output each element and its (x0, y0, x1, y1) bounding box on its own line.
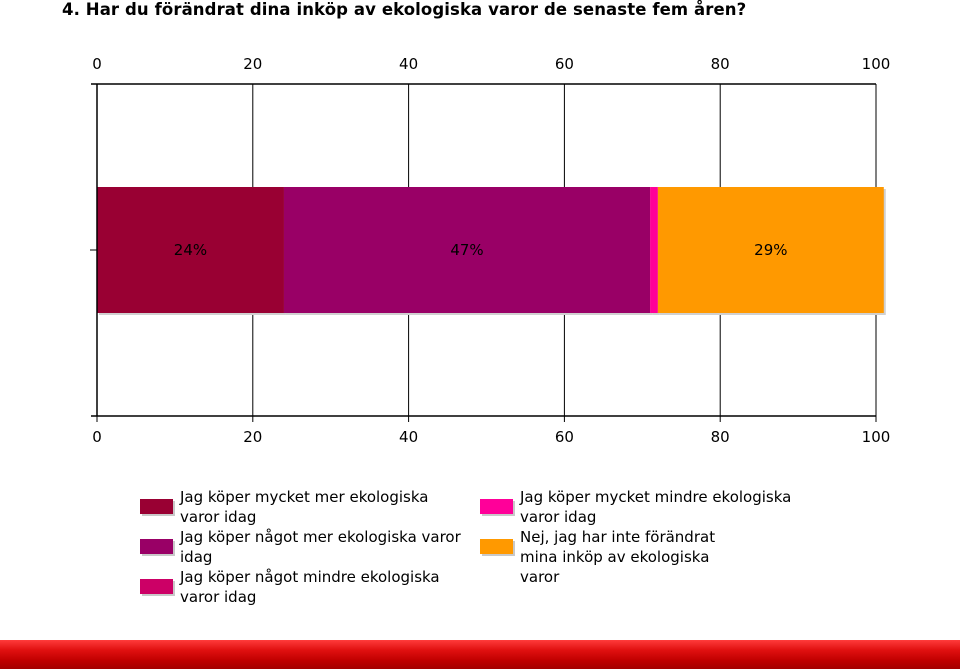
x-tick-label-top: 20 (243, 55, 262, 73)
x-tick-label-top: 60 (555, 55, 574, 73)
x-tick-label-bottom: 100 (862, 428, 891, 446)
x-tick-label-top: 100 (862, 55, 891, 73)
chart-title: 4. Har du förändrat dina inköp av ekolog… (62, 0, 747, 19)
data-label: 24% (174, 241, 207, 259)
legend-label: Nej, jag har inte förändrat mina inköp a… (520, 528, 716, 586)
legend-swatch (480, 499, 513, 514)
x-tick-label-bottom: 20 (243, 428, 262, 446)
legend-label: Jag köper mycket mindre ekologiska varor… (520, 488, 792, 526)
legend-swatch (480, 539, 513, 554)
x-tick-label-bottom: 80 (711, 428, 730, 446)
top-tick-labels: 0 20 40 60 80 100 (92, 55, 890, 73)
bar-segment (283, 187, 651, 313)
legend-label: Jag köper mycket mer ekologiska varor id… (180, 488, 429, 526)
x-tick-label-bottom: 40 (399, 428, 418, 446)
legend-label: Jag köper något mindre ekologiska varor … (180, 568, 440, 606)
bottom-tick-labels: 0 20 40 60 80 100 (92, 428, 890, 446)
bar-segment (657, 187, 884, 313)
x-tick-label-bottom: 60 (555, 428, 574, 446)
bar-segment (650, 187, 658, 313)
data-label: 29% (754, 241, 787, 259)
footer-bar (0, 640, 960, 669)
legend-swatch (140, 579, 173, 594)
legend-swatch (140, 499, 173, 514)
legend-swatch (140, 539, 173, 554)
axes (90, 84, 877, 422)
data-label: 47% (450, 241, 483, 259)
data-labels: 24% 47% 29% (174, 241, 788, 259)
bar-segment (97, 187, 284, 313)
stacked-bar-chart: 0 20 40 60 80 100 0 20 40 60 80 100 24% 47% 29% (90, 55, 890, 446)
x-tick-label-top: 40 (399, 55, 418, 73)
bar-segments (97, 187, 886, 315)
x-tick-label-top: 0 (92, 55, 102, 73)
x-tick-label-bottom: 0 (92, 428, 102, 446)
legend-label: Jag köper något mer ekologiska varor ida… (180, 528, 461, 566)
x-tick-label-top: 80 (711, 55, 730, 73)
